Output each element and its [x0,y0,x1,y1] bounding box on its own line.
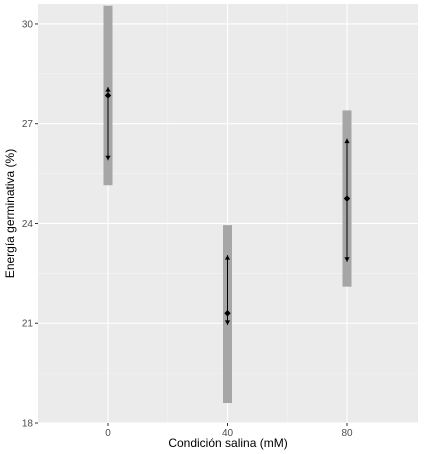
mean-point [104,92,112,99]
x-axis-title: Condición salina (mM) [168,436,287,450]
x-tick-label: 40 [222,428,234,439]
mean-point [343,195,351,202]
error-bar-upper-arrow [224,255,231,260]
y-tick-label: 21 [22,319,34,330]
error-bar-lower-arrow [224,320,231,325]
y-tick-label: 18 [22,419,34,430]
mean-point [224,310,231,317]
error-bar-lower-arrow [344,257,350,262]
x-tick-label: 0 [105,428,111,439]
y-axis-title: Energía germinativa (%) [3,149,17,278]
error-bar-lower-arrow [105,155,111,161]
y-tick-label: 30 [22,19,34,30]
y-tick-label: 27 [22,119,34,130]
x-axis-ticks: 0 40 80 [105,423,353,439]
error-bar-upper-arrow [344,138,350,144]
y-axis-ticks: 18 21 24 27 30 [22,19,38,430]
error-bar-upper-arrow [105,87,111,92]
y-tick-label: 24 [22,219,34,230]
x-tick-label: 80 [341,428,353,439]
error-bars [104,87,351,325]
